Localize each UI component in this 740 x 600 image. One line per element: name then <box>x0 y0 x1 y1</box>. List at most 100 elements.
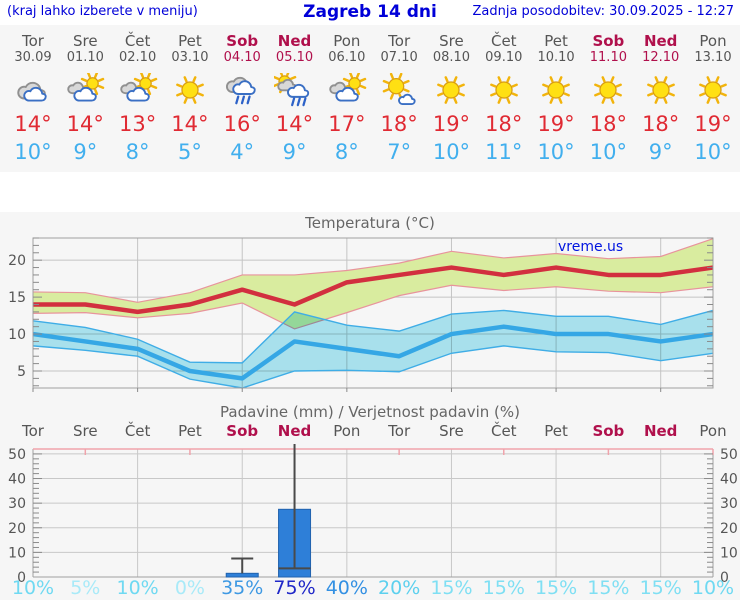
mostly-sunny-icon <box>382 72 416 105</box>
temp-min: 4° <box>230 140 255 164</box>
day-weather-icon <box>169 73 211 109</box>
day-name: Čet <box>490 32 517 50</box>
day-name: Ned <box>643 32 678 50</box>
svg-text:40: 40 <box>8 472 26 488</box>
precip-day-label: Čet <box>124 422 151 440</box>
day-name: Tor <box>22 32 44 50</box>
precip-probability: 15% <box>534 577 578 599</box>
precip-day-label: Sre <box>73 422 98 440</box>
precip-probability: 10% <box>691 577 735 599</box>
forecast-day: Sob 11.10 18° 10° <box>582 25 634 165</box>
precip-probability: 15% <box>482 577 525 599</box>
day-date: 07.10 <box>380 50 418 65</box>
temp-min: 10° <box>589 140 627 164</box>
forecast-day: Sre 08.10 19° 10° <box>425 25 477 165</box>
temp-min: 10° <box>537 140 575 164</box>
precip-day-label: Tor <box>388 422 411 440</box>
watermark: vreme.us <box>558 239 624 255</box>
sunny-icon <box>489 76 518 104</box>
svg-text:15: 15 <box>8 290 26 306</box>
day-weather-icon <box>483 73 525 109</box>
precip-probability-row: 10% 5% 10% 0% 35% 75% 40% 20% 15% 15% 15% 15% 15% 10% <box>0 577 740 599</box>
day-name: Pet <box>544 32 568 50</box>
day-weather-icon <box>117 71 159 109</box>
precip-day-label: Ned <box>643 422 678 440</box>
temperature-chart-title: Temperatura (°C) <box>305 214 435 232</box>
precip-day-label: Pet <box>544 422 568 440</box>
temp-max: 18° <box>485 112 523 136</box>
precip-probability: 15% <box>639 577 682 599</box>
page-header: (kraj lahko izberete v meniju) Zagreb 14… <box>0 0 740 25</box>
svg-text:0: 0 <box>720 570 729 583</box>
sunny-icon <box>437 76 466 104</box>
precipitation-chart: 0 0 10 10 20 20 30 30 40 40 50 50 <box>8 444 738 583</box>
day-weather-icon <box>12 73 54 109</box>
sunny-icon <box>176 76 204 104</box>
day-weather-icon <box>378 72 420 109</box>
svg-text:50: 50 <box>720 447 738 463</box>
forecast-day: Pet 03.10 14° 5° <box>164 25 216 165</box>
day-name: Sob <box>592 32 625 50</box>
day-date: 13.10 <box>694 50 732 65</box>
forecast-day: Pon 06.10 17° 8° <box>321 25 373 165</box>
precip-day-label: Pon <box>699 422 727 440</box>
sun-cloud-icon <box>329 71 367 102</box>
temp-min: 9° <box>282 140 307 164</box>
temp-min: 10° <box>14 140 52 164</box>
temp-min: 8° <box>334 140 359 164</box>
day-date: 02.10 <box>119 50 157 65</box>
day-date: 06.10 <box>328 50 366 65</box>
sun-cloud-icon <box>67 71 105 102</box>
precip-day-label: Sob <box>592 422 625 440</box>
day-name: Ned <box>277 32 312 50</box>
temp-max: 13° <box>118 112 157 136</box>
precip-day-label: Ned <box>277 422 312 440</box>
temp-max: 18° <box>380 112 418 136</box>
temp-min: 10° <box>694 140 732 164</box>
forecast-day: Čet 02.10 13° 8° <box>112 25 164 165</box>
day-name: Pet <box>178 32 202 50</box>
temp-min: 9° <box>73 140 98 164</box>
precip-probability: 10% <box>11 577 55 599</box>
day-date: 05.10 <box>275 50 314 65</box>
temp-max: 18° <box>642 112 680 136</box>
day-weather-icon <box>272 69 316 109</box>
svg-text:20: 20 <box>8 253 26 269</box>
day-date: 04.10 <box>223 50 261 65</box>
temp-min: 11° <box>485 140 523 164</box>
precip-day-label: Pet <box>178 422 202 440</box>
precip-probability: 5% <box>70 577 101 599</box>
day-date: 30.09 <box>14 50 52 65</box>
temperature-chart: 5 10 15 20 <box>8 237 714 392</box>
page-title: Zagreb 14 dni <box>303 2 437 22</box>
temp-max: 19° <box>694 112 732 136</box>
precip-probability: 10% <box>116 577 159 599</box>
precip-probability: 75% <box>273 577 316 599</box>
forecast-day: Ned 05.10 14° 9° <box>269 25 321 165</box>
day-name: Tor <box>388 32 411 50</box>
day-weather-icon <box>535 73 577 109</box>
day-name: Pon <box>699 32 727 50</box>
precip-day-label: Sob <box>226 422 259 440</box>
forecast-day: Sob 04.10 16° 4° <box>216 25 268 165</box>
forecast-day: Pon 13.10 19° 10° <box>687 25 739 165</box>
svg-text:30: 30 <box>720 496 738 512</box>
temp-max: 18° <box>589 112 627 136</box>
day-date: 12.10 <box>642 50 680 65</box>
precip-probability: 40% <box>325 577 368 599</box>
temp-min: 10° <box>432 140 471 164</box>
sunny-icon <box>646 76 675 104</box>
sunny-icon <box>542 76 570 104</box>
day-date: 10.10 <box>537 50 575 65</box>
day-name: Sre <box>73 32 98 50</box>
precip-day-labels: Tor Sre Čet Pet Sob Ned Pon Tor Sre Čet Pet Sob Ned P… <box>0 422 740 442</box>
day-name: Pon <box>333 32 361 50</box>
forecast-strip: Tor 30.09 14° 10° Sre 01.10 14° 9° Čet 02.10 13° 8°… <box>0 25 740 172</box>
precip-probability: 35% <box>221 577 264 599</box>
temp-max: 14° <box>66 112 104 136</box>
svg-text:5: 5 <box>17 364 26 380</box>
temp-min: 7° <box>387 140 412 164</box>
temp-max: 16° <box>223 112 261 136</box>
day-weather-icon <box>64 71 106 109</box>
